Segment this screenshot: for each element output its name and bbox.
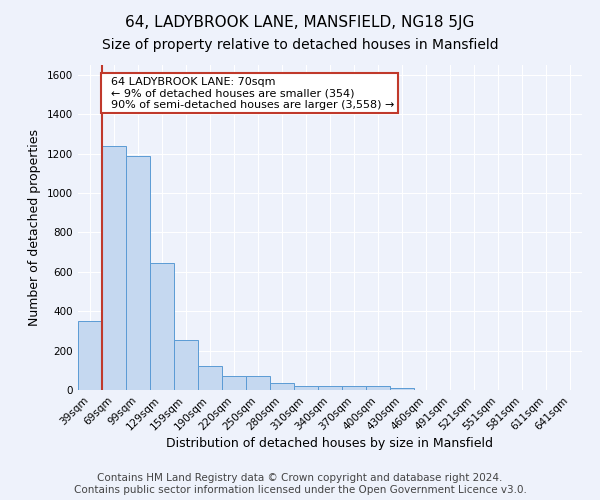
Bar (390, 388, 414, 390)
Bar (150, 263, 174, 390)
Bar (102, 146, 126, 390)
Bar (198, 366, 222, 390)
Bar (222, 376, 246, 390)
Bar (270, 383, 294, 390)
X-axis label: Distribution of detached houses by size in Mansfield: Distribution of detached houses by size … (167, 438, 493, 450)
Text: Size of property relative to detached houses in Mansfield: Size of property relative to detached ho… (101, 38, 499, 52)
Bar (366, 386, 390, 390)
Bar (246, 376, 270, 390)
Bar (318, 386, 342, 390)
Text: 64, LADYBROOK LANE, MANSFIELD, NG18 5JG: 64, LADYBROOK LANE, MANSFIELD, NG18 5JG (125, 15, 475, 30)
Bar (294, 386, 318, 390)
Bar (126, 156, 150, 390)
Text: Contains HM Land Registry data © Crown copyright and database right 2024.
Contai: Contains HM Land Registry data © Crown c… (74, 474, 526, 495)
Bar (342, 386, 366, 390)
Bar (174, 340, 198, 390)
Y-axis label: Number of detached properties: Number of detached properties (28, 129, 41, 326)
Text: 64 LADYBROOK LANE: 70sqm
  ← 9% of detached houses are smaller (354)
  90% of se: 64 LADYBROOK LANE: 70sqm ← 9% of detache… (104, 77, 395, 110)
Bar (78, 321, 102, 390)
